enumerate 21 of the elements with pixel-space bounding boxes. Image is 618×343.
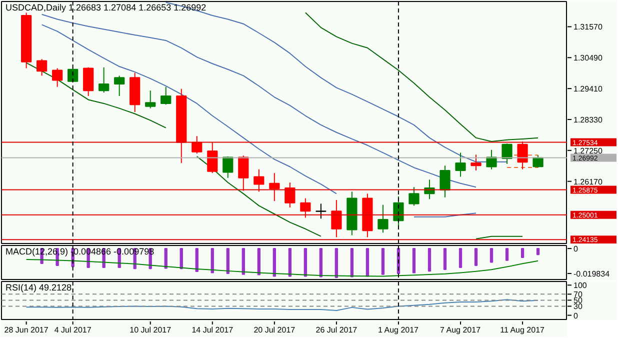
- y-tick-label: 0: [574, 311, 578, 320]
- x-tick-label: 4 Jul 2017: [54, 325, 92, 334]
- x-tick-label: 11 Aug 2017: [500, 325, 546, 334]
- y-tick-label: 1.27250: [574, 146, 603, 156]
- x-tick-label: 10 Jul 2017: [130, 325, 172, 334]
- x-tick-label: 26 Jul 2017: [316, 325, 358, 334]
- x-tick-label: 28 Jun 2017: [4, 325, 49, 334]
- y-tick-label: 1.30490: [574, 54, 603, 63]
- x-tick-label: 7 Aug 2017: [440, 325, 482, 334]
- y-tick-label: 30: [574, 302, 583, 312]
- x-tick-label: 1 Aug 2017: [378, 325, 420, 334]
- y-tick-label: 0: [574, 244, 578, 254]
- chart-title: RSI(14) 49.2128: [6, 282, 72, 292]
- y-tick-label: 1.28330: [574, 115, 603, 124]
- x-tick-label: 14 Jul 2017: [192, 325, 234, 334]
- y-tick-label: 100: [574, 281, 588, 290]
- x-tick-label: 20 Jul 2017: [254, 325, 296, 334]
- y-tick-label: -0.019834: [574, 270, 610, 278]
- y-tick-label: 1.31570: [574, 22, 603, 32]
- y-tick-label: 1.29410: [574, 84, 603, 94]
- y-tick-label: 1.26170: [574, 177, 603, 186]
